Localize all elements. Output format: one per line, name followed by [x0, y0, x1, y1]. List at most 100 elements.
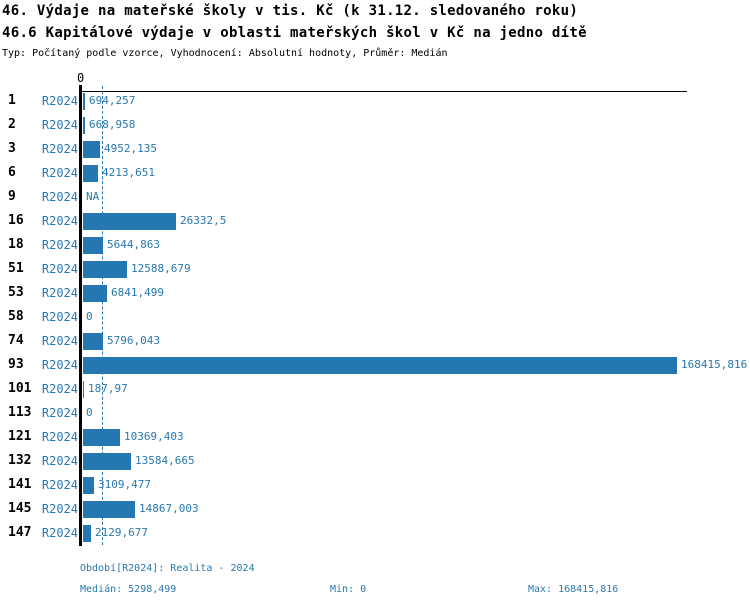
row-period-link[interactable]: R2024: [41, 214, 78, 228]
row-category-label: 53: [8, 285, 24, 300]
chart-row: 51 R2024 12588,679: [0, 257, 750, 281]
value-label: 187,97: [88, 382, 128, 395]
row-period-link[interactable]: R2024: [41, 94, 78, 108]
row-category-label: 16: [8, 213, 24, 228]
value-label: 4213,651: [102, 166, 155, 179]
value-label: 168415,816: [681, 358, 748, 371]
row-category-label: 121: [8, 429, 32, 444]
row-category-label: 74: [8, 333, 24, 348]
value-label: 668,958: [89, 118, 136, 131]
x-axis-zero-tick-label: 0: [77, 71, 85, 85]
footer-max-label: Max: 168415,816: [528, 584, 619, 595]
chart-row: 113 R2024 0: [0, 401, 750, 425]
value-bar[interactable]: [83, 501, 135, 518]
chart-row: 101 R2024 187,97: [0, 377, 750, 401]
value-label: 10369,403: [124, 430, 184, 443]
chart-row: 74 R2024 5796,043: [0, 329, 750, 353]
row-period-link[interactable]: R2024: [41, 190, 78, 204]
row-period-link[interactable]: R2024: [41, 358, 78, 372]
row-category-label: 18: [8, 237, 24, 252]
value-bar[interactable]: [83, 453, 131, 470]
row-category-label: 113: [8, 405, 32, 420]
row-category-label: 6: [8, 165, 16, 180]
value-label: 0: [86, 310, 93, 323]
value-bar[interactable]: [83, 261, 127, 278]
row-period-link[interactable]: R2024: [41, 382, 78, 396]
row-category-label: 2: [8, 117, 16, 132]
chart-row: 145 R2024 14867,003: [0, 497, 750, 521]
row-period-link[interactable]: R2024: [41, 142, 78, 156]
row-category-label: 3: [8, 141, 16, 156]
value-label: 3109,477: [98, 478, 151, 491]
chart-row: 3 R2024 4952,135: [0, 137, 750, 161]
row-period-link[interactable]: R2024: [41, 262, 78, 276]
value-label: 0: [86, 406, 93, 419]
row-period-link[interactable]: R2024: [41, 526, 78, 540]
chart-title-line1: 46. Výdaje na mateřské školy v tis. Kč (…: [2, 3, 579, 19]
value-bar[interactable]: [83, 381, 84, 398]
row-category-label: 101: [8, 381, 32, 396]
chart-title-line2: 46.6 Kapitálové výdaje v oblasti mateřsk…: [2, 25, 587, 41]
value-label: 26332,5: [180, 214, 227, 227]
footer-median-label: Medián: 5298,499: [80, 584, 177, 595]
value-label: 14867,003: [139, 502, 199, 515]
y-axis-line: [79, 85, 82, 546]
value-bar[interactable]: [83, 285, 107, 302]
chart-row: 9 R2024 NA: [0, 185, 750, 209]
value-bar[interactable]: [83, 141, 100, 158]
row-period-link[interactable]: R2024: [41, 238, 78, 252]
row-category-label: 141: [8, 477, 32, 492]
chart-row: 121 R2024 10369,403: [0, 425, 750, 449]
chart-row: 132 R2024 13584,665: [0, 449, 750, 473]
value-label: 13584,665: [135, 454, 195, 467]
chart-row: 147 R2024 2129,677: [0, 521, 750, 545]
value-label: 2129,677: [95, 526, 148, 539]
row-period-link[interactable]: R2024: [41, 430, 78, 444]
row-category-label: 51: [8, 261, 24, 276]
chart-row: 6 R2024 4213,651: [0, 161, 750, 185]
value-bar[interactable]: [83, 333, 103, 350]
value-bar[interactable]: [83, 357, 677, 374]
value-bar[interactable]: [83, 165, 98, 182]
row-period-link[interactable]: R2024: [41, 166, 78, 180]
chart-row: 141 R2024 3109,477: [0, 473, 750, 497]
value-bar[interactable]: [83, 213, 176, 230]
value-label: 5644,863: [107, 238, 160, 251]
chart-row: 18 R2024 5644,863: [0, 233, 750, 257]
row-period-link[interactable]: R2024: [41, 334, 78, 348]
row-period-link[interactable]: R2024: [41, 310, 78, 324]
value-bar[interactable]: [83, 117, 85, 134]
chart-row: 1 R2024 694,257: [0, 89, 750, 113]
chart-subtitle: Typ: Počítaný podle vzorce, Vyhodnocení:…: [2, 48, 448, 59]
value-label: 4952,135: [104, 142, 157, 155]
row-category-label: 58: [8, 309, 24, 324]
row-period-link[interactable]: R2024: [41, 502, 78, 516]
row-category-label: 93: [8, 357, 24, 372]
footer-period-label: Období[R2024]: Realita - 2024: [80, 563, 255, 574]
value-label: 694,257: [89, 94, 136, 107]
value-bar[interactable]: [83, 237, 103, 254]
value-bar[interactable]: [83, 477, 94, 494]
value-label: 5796,043: [107, 334, 160, 347]
chart-row: 16 R2024 26332,5: [0, 209, 750, 233]
value-bar[interactable]: [83, 429, 120, 446]
value-bar[interactable]: [83, 525, 91, 542]
row-period-link[interactable]: R2024: [41, 118, 78, 132]
row-period-link[interactable]: R2024: [41, 478, 78, 492]
footer-min-label: Min: 0: [330, 584, 367, 595]
row-period-link[interactable]: R2024: [41, 286, 78, 300]
value-bar[interactable]: [83, 93, 85, 110]
row-period-link[interactable]: R2024: [41, 406, 78, 420]
row-category-label: 147: [8, 525, 32, 540]
median-reference-line: [101, 86, 103, 545]
row-category-label: 145: [8, 501, 32, 516]
chart-row: 2 R2024 668,958: [0, 113, 750, 137]
x-axis-line: [79, 91, 687, 92]
chart-row: 53 R2024 6841,499: [0, 281, 750, 305]
row-category-label: 1: [8, 93, 16, 108]
value-label: 12588,679: [131, 262, 191, 275]
row-category-label: 132: [8, 453, 32, 468]
chart-row: 58 R2024 0: [0, 305, 750, 329]
row-period-link[interactable]: R2024: [41, 454, 78, 468]
